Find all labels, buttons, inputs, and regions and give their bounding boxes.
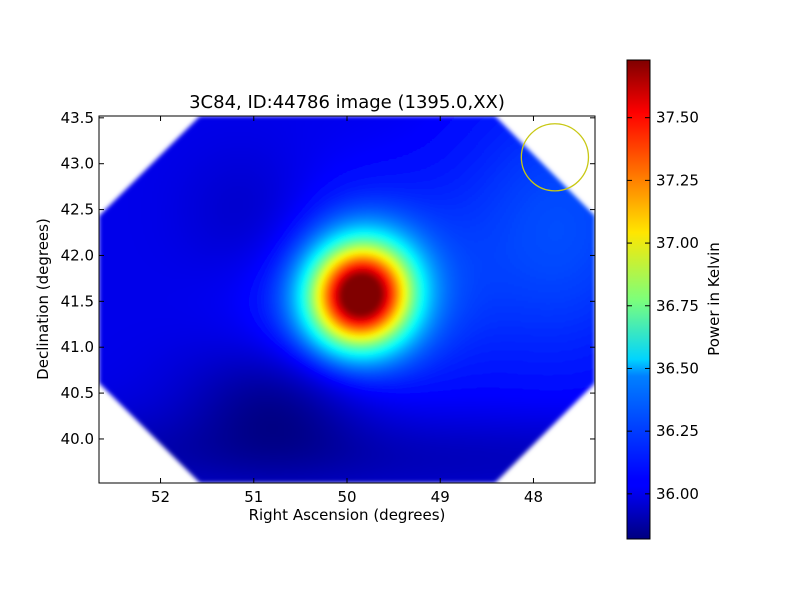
- beam-circle-marker: [520, 123, 590, 192]
- colorbar-tick-label: 37.00: [656, 234, 699, 252]
- y-tick-label: 40.5: [61, 384, 94, 402]
- colorbar-tick-label: 36.00: [656, 485, 699, 503]
- y-tick-label: 42.0: [61, 246, 94, 264]
- y-tick-label: 42.5: [61, 201, 94, 219]
- colorbar-tick-label: 37.25: [656, 171, 699, 189]
- heatmap-image: [99, 116, 595, 483]
- plot-area: 52 51 50 49 48 40.040.541.041.542.042.543.04…: [61, 109, 596, 506]
- y-axis-ticks: 40.0 40.5 41.0 41.5 42.0 42.5 43.0 43.5: [61, 109, 595, 448]
- colorbar-ticks: 36.00 36.25 36.50 36.75 37.00 37.25 37.50: [627, 109, 699, 503]
- y-tick-label: 43.0: [61, 155, 94, 173]
- chart-title: 3C84, ID:44786 image (1395.0,XX): [189, 92, 505, 113]
- heatmap-raster: [99, 116, 595, 483]
- x-tick-label: 48: [524, 488, 543, 506]
- colorbar: 36.00 36.25 36.50 36.75 37.00 37.25 37.50 Powe…: [626, 59, 723, 540]
- x-tick-label: 49: [431, 488, 450, 506]
- colorbar-label: Power in Kelvin: [705, 242, 723, 356]
- colorbar-tick-label: 36.75: [656, 297, 699, 315]
- colorbar-tick-label: 37.50: [656, 109, 699, 127]
- colorbar-gradient: [626, 59, 651, 540]
- y-tick-label: 40.0: [61, 430, 94, 448]
- y-tick-label: 41.0: [61, 338, 94, 356]
- x-tick-label: 52: [151, 488, 170, 506]
- y-tick-label: 41.5: [61, 292, 94, 310]
- colorbar-tick-label: 36.25: [656, 422, 699, 440]
- x-axis-ticks: 52 51 50 49 48: [151, 116, 543, 506]
- y-axis-label: Declination (degrees): [34, 218, 52, 380]
- y-tick-label: 43.5: [61, 109, 94, 127]
- x-tick-label: 51: [244, 488, 263, 506]
- x-axis-label: Right Ascension (degrees): [249, 506, 446, 524]
- x-tick-label: 50: [337, 488, 356, 506]
- colorbar-tick-label: 36.50: [656, 359, 699, 377]
